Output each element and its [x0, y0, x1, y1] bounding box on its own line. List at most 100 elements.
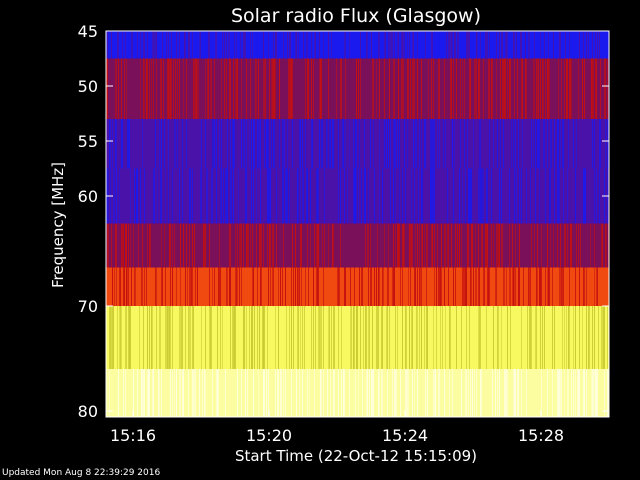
- heatmap-cell: [395, 119, 396, 169]
- heatmap-cell: [192, 306, 193, 369]
- heatmap-cell: [512, 223, 513, 268]
- heatmap-cell: [183, 369, 184, 417]
- heatmap-cell: [454, 31, 455, 59]
- heatmap-cell: [205, 223, 206, 268]
- heatmap-cell: [427, 306, 428, 369]
- heatmap-cell: [507, 306, 508, 369]
- heatmap-cell: [521, 31, 522, 59]
- heatmap-cell: [130, 223, 131, 268]
- heatmap-cell: [545, 267, 546, 306]
- heatmap-cell: [125, 306, 126, 369]
- heatmap-cell: [433, 119, 434, 169]
- heatmap-cell: [153, 31, 154, 59]
- heatmap-cell: [259, 119, 260, 169]
- heatmap-cell: [391, 31, 392, 59]
- heatmap-cell: [378, 267, 379, 306]
- heatmap-cell: [464, 58, 465, 119]
- heatmap-cell: [236, 31, 237, 59]
- heatmap-cell: [308, 267, 309, 306]
- heatmap-cell: [399, 223, 400, 268]
- heatmap-cell: [595, 58, 596, 119]
- heatmap-cell: [393, 119, 394, 169]
- heatmap-cell: [499, 31, 500, 59]
- heatmap-cell: [426, 306, 427, 369]
- heatmap-cell: [292, 58, 293, 119]
- heatmap-cell: [484, 267, 485, 306]
- heatmap-cell: [372, 306, 373, 369]
- heatmap-cell: [382, 306, 383, 369]
- heatmap-cell: [534, 223, 535, 268]
- heatmap-cell: [511, 119, 512, 169]
- heatmap-cell: [253, 369, 254, 417]
- heatmap-cell: [174, 369, 175, 417]
- heatmap-cell: [395, 369, 396, 417]
- heatmap-cell: [547, 223, 548, 268]
- heatmap-cell: [398, 31, 399, 59]
- heatmap-cell: [144, 58, 145, 119]
- heatmap-cell: [514, 168, 515, 224]
- heatmap-cell: [313, 58, 314, 119]
- heatmap-cell: [547, 267, 548, 306]
- heatmap-cell: [597, 31, 598, 59]
- heatmap-cell: [513, 369, 514, 417]
- y-tick-label: 55: [78, 132, 98, 151]
- heatmap-cell: [448, 223, 449, 268]
- heatmap-cell: [323, 306, 324, 369]
- heatmap-cell: [469, 31, 470, 59]
- heatmap-cell: [513, 267, 514, 306]
- heatmap-cell: [431, 168, 432, 224]
- heatmap-cell: [467, 31, 468, 59]
- heatmap-cell: [390, 168, 391, 224]
- heatmap-cell: [431, 223, 432, 268]
- heatmap-cell: [591, 369, 592, 417]
- heatmap-cell: [244, 31, 245, 59]
- heatmap-cell: [115, 223, 116, 268]
- heatmap-cell: [246, 58, 247, 119]
- heatmap-cell: [478, 267, 479, 306]
- heatmap-band: [106, 168, 609, 224]
- heatmap-cell: [547, 369, 548, 417]
- heatmap-cell: [175, 58, 176, 119]
- heatmap-cell: [364, 119, 365, 169]
- heatmap-cell: [600, 119, 601, 169]
- heatmap-cell: [457, 31, 458, 59]
- heatmap-cell: [604, 58, 605, 119]
- heatmap-cell: [119, 267, 120, 306]
- heatmap-cell: [198, 58, 199, 119]
- heatmap-cell: [260, 119, 261, 169]
- heatmap-cell: [190, 306, 191, 369]
- heatmap-cell: [473, 267, 474, 306]
- heatmap-cell: [449, 31, 450, 59]
- heatmap-cell: [560, 119, 561, 169]
- heatmap-cell: [605, 119, 606, 169]
- heatmap-cell: [561, 58, 562, 119]
- heatmap-cell: [121, 58, 122, 119]
- heatmap-cell: [536, 306, 537, 369]
- heatmap-cell: [453, 267, 454, 306]
- heatmap-cell: [482, 223, 483, 268]
- heatmap-cell: [432, 31, 433, 59]
- heatmap-cell: [307, 58, 308, 119]
- heatmap-cell: [419, 119, 420, 169]
- heatmap-cell: [269, 58, 270, 119]
- heatmap-cell: [602, 223, 603, 268]
- heatmap-cell: [559, 369, 560, 417]
- heatmap-cell: [252, 267, 253, 306]
- heatmap-cell: [143, 306, 144, 369]
- heatmap-cell: [268, 267, 269, 306]
- heatmap-cell: [512, 267, 513, 306]
- heatmap-cell: [277, 369, 278, 417]
- heatmap-cell: [398, 58, 399, 119]
- heatmap-cell: [143, 58, 144, 119]
- heatmap-cell: [340, 223, 341, 268]
- heatmap-cell: [575, 306, 576, 369]
- heatmap-cell: [489, 31, 490, 59]
- heatmap-cell: [414, 369, 415, 417]
- heatmap-cell: [436, 267, 437, 306]
- heatmap-cell: [246, 223, 247, 268]
- heatmap-cell: [261, 267, 262, 306]
- heatmap-cell: [582, 58, 583, 119]
- heatmap-cell: [204, 369, 205, 417]
- heatmap-cell: [327, 119, 328, 169]
- heatmap-cell: [164, 223, 165, 268]
